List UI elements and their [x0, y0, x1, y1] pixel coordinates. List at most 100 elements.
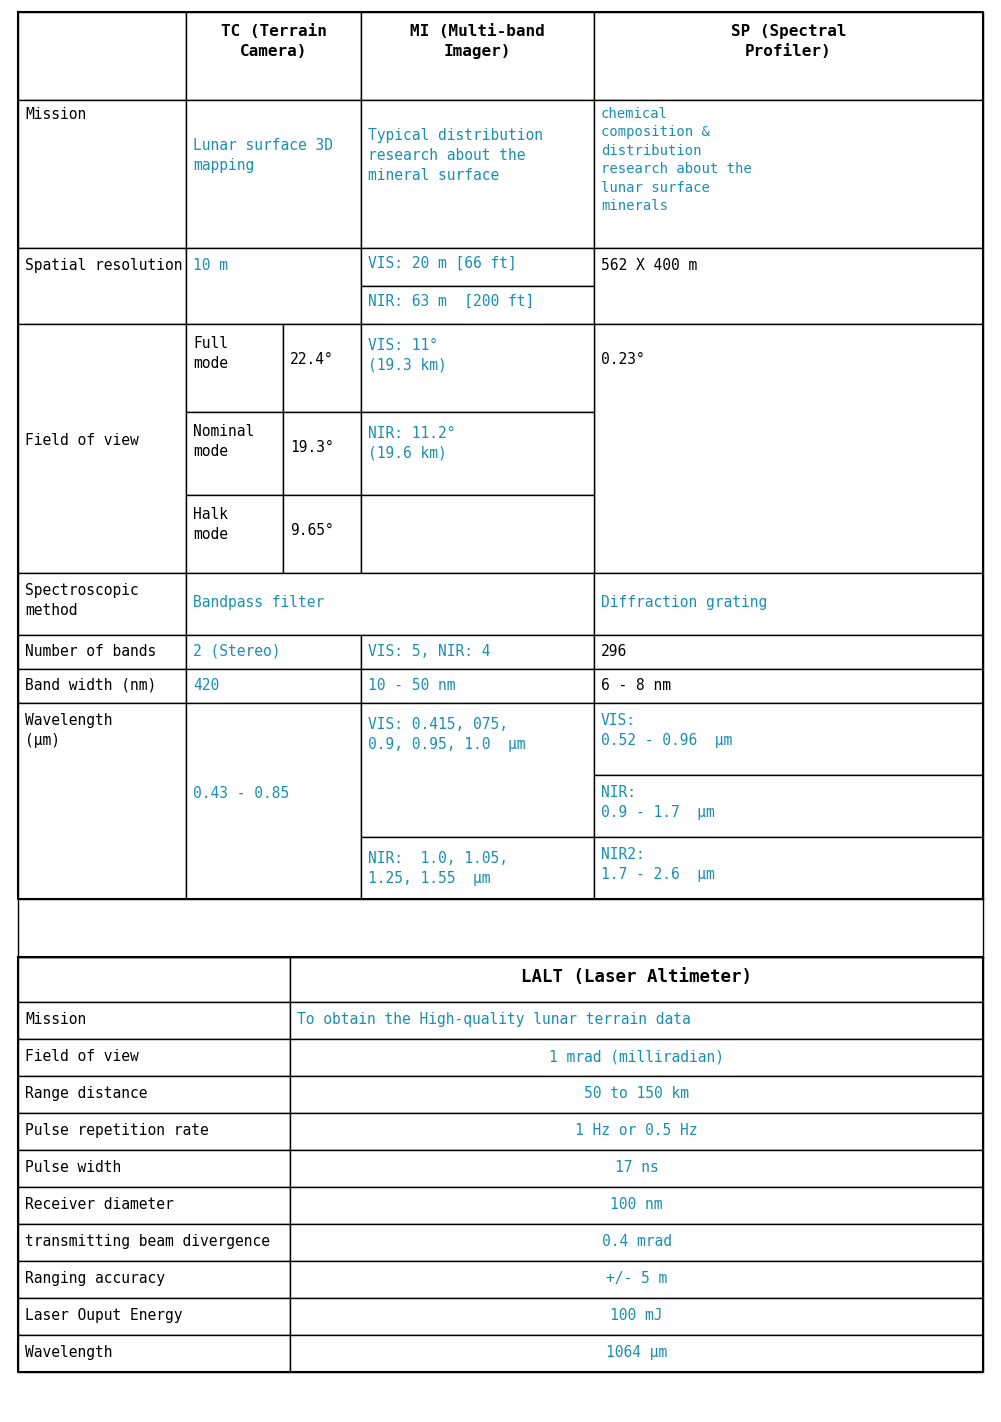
- Bar: [594, 11, 983, 100]
- Bar: [290, 1224, 983, 1261]
- Bar: [290, 957, 983, 1003]
- Text: 10 m: 10 m: [193, 257, 228, 273]
- Text: Halk
mode: Halk mode: [193, 508, 228, 542]
- Text: Band width (nm): Band width (nm): [25, 678, 156, 693]
- Bar: [18, 1150, 290, 1187]
- Bar: [594, 100, 983, 247]
- Bar: [186, 324, 283, 412]
- Bar: [594, 324, 983, 573]
- Bar: [186, 412, 283, 495]
- Bar: [361, 324, 594, 412]
- Text: 1 Hz or 0.5 Hz: 1 Hz or 0.5 Hz: [576, 1123, 698, 1138]
- Text: Pulse width: Pulse width: [25, 1160, 121, 1175]
- Bar: [18, 247, 186, 324]
- Bar: [186, 668, 361, 702]
- Text: 1064 μm: 1064 μm: [606, 1345, 667, 1359]
- Text: Field of view: Field of view: [25, 434, 139, 448]
- Bar: [18, 1224, 290, 1261]
- Text: VIS:
0.52 - 0.96  μm: VIS: 0.52 - 0.96 μm: [601, 712, 733, 748]
- Text: Mission: Mission: [25, 1012, 86, 1027]
- Text: 0.23°: 0.23°: [601, 353, 645, 367]
- Text: Full
mode: Full mode: [193, 336, 228, 371]
- Text: 1 mrad (milliradian): 1 mrad (milliradian): [549, 1049, 724, 1064]
- Bar: [18, 1335, 290, 1372]
- Text: Wavelength: Wavelength: [25, 1345, 112, 1359]
- Text: NIR:  1.0, 1.05,
1.25, 1.55  μm: NIR: 1.0, 1.05, 1.25, 1.55 μm: [368, 850, 508, 886]
- Text: 0.4 mrad: 0.4 mrad: [602, 1234, 672, 1249]
- Bar: [594, 636, 983, 668]
- Text: 19.3°: 19.3°: [290, 439, 333, 455]
- Text: NIR2:
1.7 - 2.6  μm: NIR2: 1.7 - 2.6 μm: [601, 848, 715, 882]
- Text: 296: 296: [601, 644, 628, 658]
- Bar: [290, 1298, 983, 1335]
- Bar: [290, 1335, 983, 1372]
- Text: Number of bands: Number of bands: [25, 644, 156, 658]
- Bar: [361, 286, 594, 324]
- Bar: [290, 1261, 983, 1298]
- Text: SP (Spectral
Profiler): SP (Spectral Profiler): [731, 24, 846, 58]
- Bar: [361, 668, 594, 702]
- Text: LALT (Laser Altimeter): LALT (Laser Altimeter): [521, 968, 752, 985]
- Bar: [18, 1039, 290, 1076]
- Bar: [290, 1076, 983, 1113]
- Bar: [18, 1113, 290, 1150]
- Text: Laser Ouput Energy: Laser Ouput Energy: [25, 1308, 182, 1322]
- Bar: [283, 324, 361, 412]
- Bar: [594, 775, 983, 838]
- Text: VIS: 20 m [66 ft]: VIS: 20 m [66 ft]: [368, 256, 517, 272]
- Bar: [290, 1187, 983, 1224]
- Text: NIR:
0.9 - 1.7  μm: NIR: 0.9 - 1.7 μm: [601, 785, 715, 820]
- Text: Wavelength
(μm): Wavelength (μm): [25, 712, 112, 748]
- Text: Bandpass filter: Bandpass filter: [193, 594, 324, 610]
- Bar: [18, 702, 186, 899]
- Text: Diffraction grating: Diffraction grating: [601, 594, 767, 610]
- Bar: [361, 495, 594, 573]
- Bar: [18, 11, 186, 100]
- Bar: [361, 636, 594, 668]
- Text: 50 to 150 km: 50 to 150 km: [584, 1086, 689, 1101]
- Text: To obtain the High-quality lunar terrain data: To obtain the High-quality lunar terrain…: [297, 1012, 691, 1027]
- Bar: [18, 1298, 290, 1335]
- Bar: [594, 247, 983, 324]
- Text: Lunar surface 3D
mapping: Lunar surface 3D mapping: [193, 138, 333, 173]
- Bar: [290, 1150, 983, 1187]
- Bar: [18, 100, 186, 247]
- Bar: [18, 1187, 290, 1224]
- Text: 100 nm: 100 nm: [611, 1197, 663, 1212]
- Text: chemical
composition &
distribution
research about the
lunar surface
minerals: chemical composition & distribution rese…: [601, 107, 752, 213]
- Text: Mission: Mission: [25, 107, 86, 122]
- Bar: [283, 412, 361, 495]
- Text: 420: 420: [193, 678, 219, 693]
- Bar: [18, 573, 186, 636]
- Text: Field of view: Field of view: [25, 1049, 139, 1064]
- Text: Receiver diameter: Receiver diameter: [25, 1197, 174, 1212]
- Text: Nominal
mode: Nominal mode: [193, 424, 254, 459]
- Text: +/- 5 m: +/- 5 m: [606, 1271, 667, 1285]
- Bar: [18, 957, 290, 1003]
- Text: VIS: 5, NIR: 4: VIS: 5, NIR: 4: [368, 644, 490, 658]
- Bar: [18, 636, 186, 668]
- Bar: [361, 412, 594, 495]
- Bar: [361, 702, 594, 838]
- Text: 2 (Stereo): 2 (Stereo): [193, 644, 280, 658]
- Bar: [186, 11, 361, 100]
- Text: 0.43 - 0.85: 0.43 - 0.85: [193, 785, 289, 801]
- Text: NIR: 11.2°
(19.6 km): NIR: 11.2° (19.6 km): [368, 427, 455, 461]
- Bar: [18, 899, 983, 957]
- Bar: [283, 495, 361, 573]
- Text: NIR: 63 m  [200 ft]: NIR: 63 m [200 ft]: [368, 294, 535, 309]
- Text: 562 X 400 m: 562 X 400 m: [601, 257, 698, 273]
- Bar: [594, 838, 983, 899]
- Bar: [186, 702, 361, 899]
- Bar: [361, 100, 594, 247]
- Bar: [18, 668, 186, 702]
- Text: Range distance: Range distance: [25, 1086, 147, 1101]
- Text: TC (Terrain
Camera): TC (Terrain Camera): [220, 24, 326, 58]
- Text: transmitting beam divergence: transmitting beam divergence: [25, 1234, 270, 1249]
- Bar: [18, 1003, 290, 1039]
- Bar: [361, 11, 594, 100]
- Bar: [290, 1003, 983, 1039]
- Bar: [18, 1076, 290, 1113]
- Bar: [290, 1039, 983, 1076]
- Bar: [186, 247, 361, 324]
